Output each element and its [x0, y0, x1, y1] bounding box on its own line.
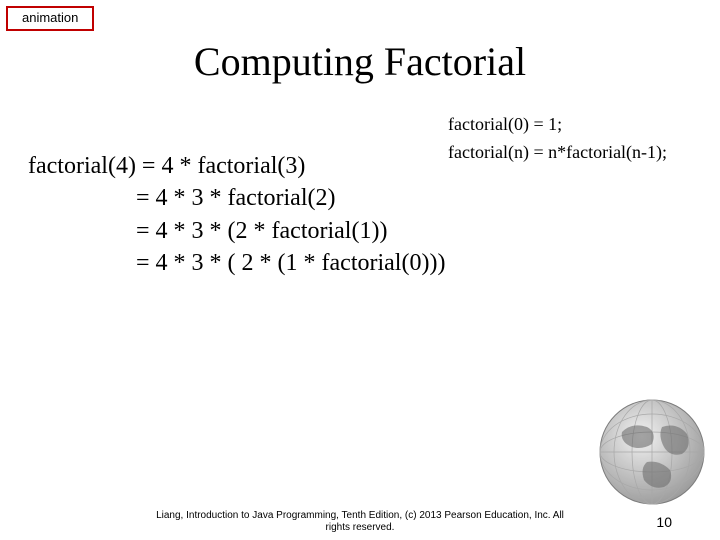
page-title: Computing Factorial	[0, 38, 720, 85]
expansion-line-4: = 4 * 3 * ( 2 * (1 * factorial(0)))	[28, 247, 445, 279]
footer-line-1: Liang, Introduction to Java Programming,…	[0, 510, 720, 522]
base-case-rule: factorial(0) = 1;	[448, 114, 562, 135]
animation-badge: animation	[6, 6, 94, 31]
expansion-line-2: = 4 * 3 * factorial(2)	[28, 182, 445, 214]
animation-badge-label: animation	[22, 10, 78, 25]
page-number: 10	[656, 514, 672, 530]
factorial-expansion: factorial(4) = 4 * factorial(3) = 4 * 3 …	[28, 150, 445, 280]
globe-icon	[592, 392, 712, 512]
expansion-line-3: = 4 * 3 * (2 * factorial(1))	[28, 215, 445, 247]
copyright-footer: Liang, Introduction to Java Programming,…	[0, 510, 720, 534]
footer-line-2: rights reserved.	[0, 522, 720, 534]
expansion-line-1: factorial(4) = 4 * factorial(3)	[28, 150, 445, 182]
recursive-case-rule: factorial(n) = n*factorial(n-1);	[448, 142, 667, 163]
